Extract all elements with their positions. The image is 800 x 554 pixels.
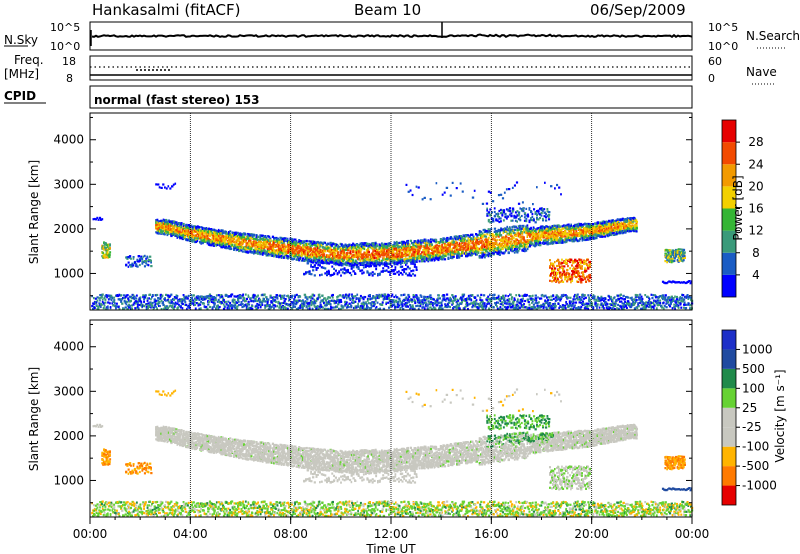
nave-label: Nave bbox=[746, 65, 777, 79]
xtick-label: 00:00 bbox=[73, 527, 108, 541]
ytick-label: 4000 bbox=[53, 340, 84, 354]
power-colorbar-segment bbox=[722, 186, 736, 209]
power-colorbar-label: Power [dB] bbox=[731, 175, 745, 240]
xtick-label: 20:00 bbox=[574, 527, 609, 541]
time-axis: 00:00 04:00 08:00 12:00 16:00 20:00 00:00 bbox=[73, 517, 710, 541]
beam-title: Beam 10 bbox=[354, 1, 421, 19]
velocity-colorbar-tick-label: 25 bbox=[742, 401, 757, 415]
velocity-colorbar-segment bbox=[722, 407, 736, 428]
nave-bottom: 0 bbox=[708, 72, 715, 85]
noise-sky-line bbox=[91, 33, 693, 39]
n-search-top: 10^5 bbox=[708, 21, 738, 34]
freq-label-2: [MHz] bbox=[4, 67, 39, 81]
noise-strip: N.Sky 10^5 10^0 10^5 10^0 N.Search bbox=[4, 21, 800, 53]
power-panel: Slant Range [km] 1000 2000 3000 4000 bbox=[27, 112, 694, 311]
power-colorbar-tick-label: 8 bbox=[752, 246, 760, 260]
power-grid bbox=[189, 113, 593, 310]
frequency-strip: Freq. [MHz] 18 8 60 0 Nave bbox=[4, 53, 777, 85]
velocity-colorbar-segment bbox=[722, 427, 736, 447]
power-colorbar-segment bbox=[722, 274, 736, 297]
power-colorbar-segment bbox=[722, 208, 736, 231]
xtick-label: 16:00 bbox=[474, 527, 509, 541]
power-colorbar-tick-label: 20 bbox=[748, 179, 763, 193]
velocity-colorbar-tick-label: -100 bbox=[742, 440, 769, 454]
power-colorbar-segment bbox=[722, 252, 736, 275]
ytick-label: 3000 bbox=[53, 384, 84, 398]
x-axis-label: Time UT bbox=[365, 542, 416, 554]
n-sky-top: 10^5 bbox=[50, 21, 80, 34]
radar-title: Hankasalmi (fitACF) bbox=[92, 1, 240, 19]
ytick-label: 1000 bbox=[53, 473, 84, 487]
power-colorbar-segment bbox=[722, 142, 736, 165]
velocity-colorbar-segment bbox=[722, 368, 736, 389]
power-colorbar-tick-label: 28 bbox=[748, 135, 763, 149]
n-sky-label: N.Sky bbox=[4, 33, 38, 47]
cpid-text: normal (fast stereo) 153 bbox=[94, 93, 260, 107]
power-colorbar-tick-label: 24 bbox=[748, 157, 763, 171]
power-colorbar-tick-label: 12 bbox=[748, 224, 763, 238]
velocity-panel: Slant Range [km] 1000 2000 3000 4000 bbox=[27, 319, 694, 518]
power-colorbar-segment bbox=[722, 120, 736, 143]
ytick-label: 2000 bbox=[53, 222, 84, 236]
cpid-strip: CPID normal (fast stereo) 153 bbox=[4, 85, 693, 109]
n-search-bottom: 10^0 bbox=[708, 40, 738, 53]
velocity-colorbar-segment bbox=[722, 466, 736, 486]
velocity-colorbar-tick-label: -500 bbox=[742, 459, 769, 473]
ytick-label: 3000 bbox=[53, 177, 84, 191]
velocity-colorbar-segment bbox=[722, 330, 736, 350]
velocity-colorbar-tick-label: 500 bbox=[742, 362, 765, 376]
freq-top: 18 bbox=[62, 55, 76, 68]
velocity-colorbar-segment bbox=[722, 446, 736, 467]
nave-top: 60 bbox=[708, 55, 722, 68]
velocity-colorbar-segment bbox=[722, 349, 736, 369]
n-sky-bottom: 10^0 bbox=[50, 40, 80, 53]
xtick-label: 04:00 bbox=[173, 527, 208, 541]
power-scatter-layer bbox=[91, 181, 694, 311]
velocity-colorbar-tick-label: 100 bbox=[742, 381, 765, 395]
velocity-colorbar: 1000 500 100 25 -25 -100 -500 -1000 bbox=[721, 329, 777, 506]
power-colorbar: 4 8 12 16 20 24 28 bbox=[721, 119, 764, 298]
xtick-label: 12:00 bbox=[374, 527, 409, 541]
xtick-label: 08:00 bbox=[273, 527, 308, 541]
velocity-grid bbox=[189, 320, 593, 517]
ytick-label: 1000 bbox=[53, 266, 84, 280]
velocity-colorbar-tick-label: -25 bbox=[742, 420, 762, 434]
date-title: 06/Sep/2009 bbox=[590, 1, 686, 19]
power-ylabel: Slant Range [km] bbox=[27, 160, 41, 264]
velocity-colorbar-tick-label: 1000 bbox=[742, 342, 773, 356]
power-yticks: 1000 2000 3000 4000 bbox=[53, 116, 692, 297]
velocity-colorbar-label: Velocity [m s⁻¹] bbox=[773, 369, 787, 462]
n-search-label: N.Search bbox=[746, 29, 800, 43]
velocity-scatter-layer bbox=[91, 388, 694, 518]
velocity-colorbar-tick-label: -1000 bbox=[742, 479, 777, 493]
freq-bottom: 8 bbox=[66, 72, 73, 85]
cpid-label: CPID bbox=[4, 89, 36, 103]
power-colorbar-segment bbox=[722, 230, 736, 253]
velocity-yticks: 1000 2000 3000 4000 bbox=[53, 323, 692, 504]
velocity-ylabel: Slant Range [km] bbox=[27, 367, 41, 471]
ytick-label: 2000 bbox=[53, 429, 84, 443]
power-colorbar-tick-label: 4 bbox=[752, 268, 760, 282]
velocity-colorbar-segment bbox=[722, 485, 736, 505]
xtick-label: 00:00 bbox=[675, 527, 710, 541]
power-colorbar-segment bbox=[722, 164, 736, 187]
power-colorbar-tick-label: 16 bbox=[748, 202, 763, 216]
freq-label-1: Freq. bbox=[14, 53, 44, 67]
ytick-label: 4000 bbox=[53, 133, 84, 147]
velocity-colorbar-segment bbox=[722, 388, 736, 408]
